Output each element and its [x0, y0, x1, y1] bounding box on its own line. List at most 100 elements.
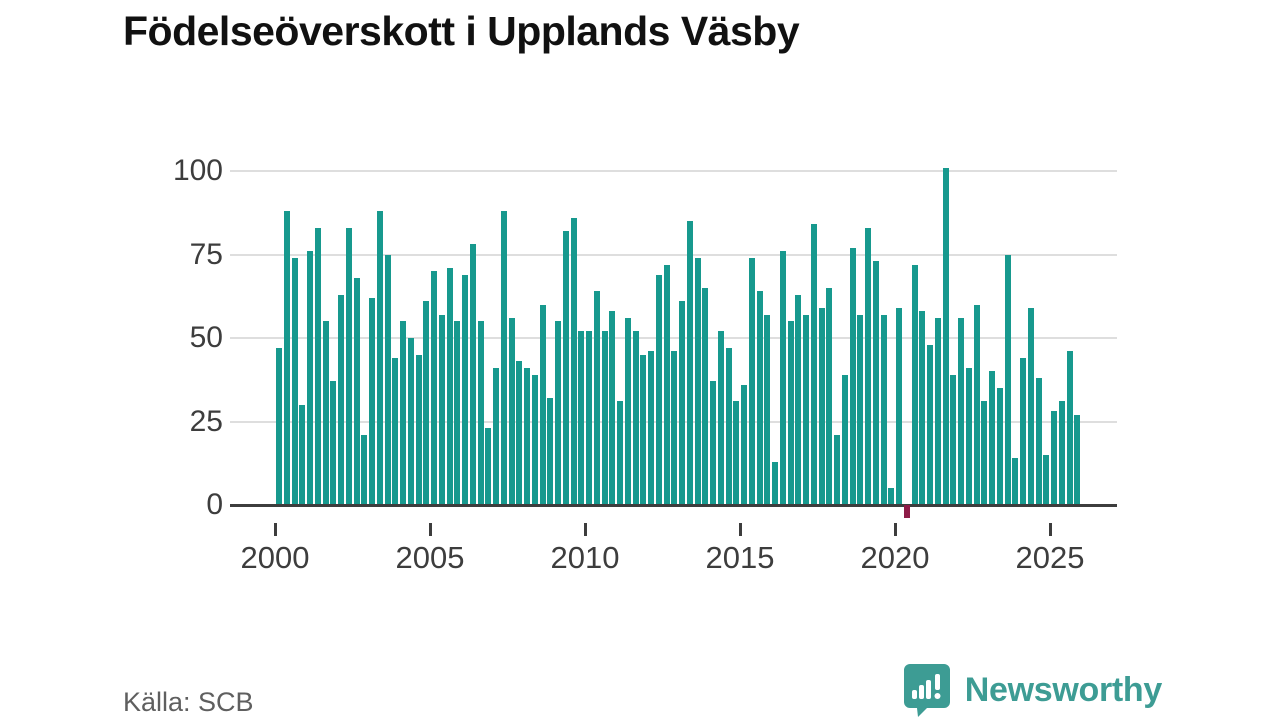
bar	[632, 331, 639, 505]
bar	[981, 401, 988, 505]
y-tick-label: 50	[189, 321, 223, 354]
bar	[911, 264, 918, 505]
bar	[648, 351, 654, 505]
bar	[500, 211, 507, 505]
bar	[276, 348, 282, 505]
bar	[841, 374, 848, 505]
bar	[717, 331, 724, 505]
brand-name: Newsworthy	[964, 670, 1163, 709]
bar	[531, 374, 538, 505]
x-tick-mark	[1049, 523, 1052, 536]
bar	[694, 257, 701, 505]
bar	[314, 227, 321, 505]
y-tick-label: 100	[172, 154, 223, 187]
bar	[1051, 411, 1057, 505]
bar	[477, 321, 484, 505]
x-tick-label: 2020	[860, 540, 930, 575]
x-tick-label: 2000	[240, 540, 310, 575]
bar	[609, 311, 616, 505]
bar	[679, 301, 685, 505]
bar	[1074, 414, 1081, 505]
x-tick-label: 2010	[550, 540, 620, 575]
bar	[1035, 378, 1042, 505]
bar	[469, 244, 476, 505]
x-tick-mark	[739, 523, 742, 536]
bar	[772, 461, 778, 505]
bar	[423, 301, 430, 505]
x-tick-label: 2015	[705, 540, 775, 575]
bar	[958, 317, 964, 505]
bar	[392, 358, 399, 505]
y-tick-label: 0	[206, 488, 223, 521]
bar	[810, 224, 817, 505]
x-axis-line	[230, 504, 1117, 507]
bar	[338, 294, 344, 505]
bar	[322, 321, 329, 505]
bar	[547, 398, 554, 505]
bar	[710, 381, 716, 505]
bar	[593, 291, 600, 505]
gridline	[230, 337, 1117, 339]
bar	[1020, 358, 1026, 505]
bar	[663, 264, 670, 505]
bar	[291, 257, 298, 505]
bar	[826, 287, 833, 505]
bar	[299, 404, 306, 505]
bar	[1012, 458, 1019, 505]
bar	[764, 314, 771, 505]
bar	[446, 267, 453, 505]
bar	[369, 297, 375, 505]
bar	[407, 338, 414, 505]
x-tick-label: 2025	[1015, 540, 1085, 575]
negative-bar	[903, 505, 910, 519]
bar	[462, 274, 468, 505]
bar	[493, 368, 499, 505]
bar	[345, 227, 352, 505]
bar	[779, 251, 786, 505]
x-tick-mark	[274, 523, 277, 536]
bar	[508, 317, 515, 505]
bar	[330, 381, 337, 505]
bar	[438, 314, 445, 505]
bar	[307, 251, 313, 505]
bar	[578, 331, 585, 505]
bar	[562, 231, 569, 505]
bar	[1066, 351, 1073, 505]
bar	[834, 434, 840, 505]
bar	[283, 211, 290, 505]
bar	[1027, 307, 1034, 505]
bar	[865, 227, 871, 505]
bar	[803, 314, 809, 505]
bar	[1058, 401, 1065, 505]
bar	[524, 368, 530, 505]
bar	[965, 368, 972, 505]
bar	[725, 348, 732, 505]
bar	[973, 304, 980, 505]
bar	[996, 388, 1003, 505]
bar	[888, 488, 895, 505]
y-tick-label: 25	[189, 404, 223, 438]
y-tick-label: 75	[189, 237, 223, 271]
bar	[787, 321, 794, 505]
bar	[361, 434, 368, 505]
bar	[989, 371, 995, 505]
bar	[795, 294, 802, 505]
bar	[555, 321, 561, 505]
bar	[880, 314, 887, 505]
bar	[686, 221, 693, 505]
bar	[485, 428, 492, 505]
bar	[942, 167, 949, 505]
bar	[570, 217, 577, 505]
gridline	[230, 253, 1117, 256]
bar	[849, 247, 856, 505]
bar	[671, 351, 678, 505]
bar	[733, 401, 740, 505]
bar	[601, 331, 608, 505]
bar	[934, 317, 941, 505]
bar	[1004, 254, 1011, 505]
bar	[756, 291, 763, 505]
source-note: Källa: SCB	[123, 687, 254, 717]
gridline	[230, 170, 1117, 172]
